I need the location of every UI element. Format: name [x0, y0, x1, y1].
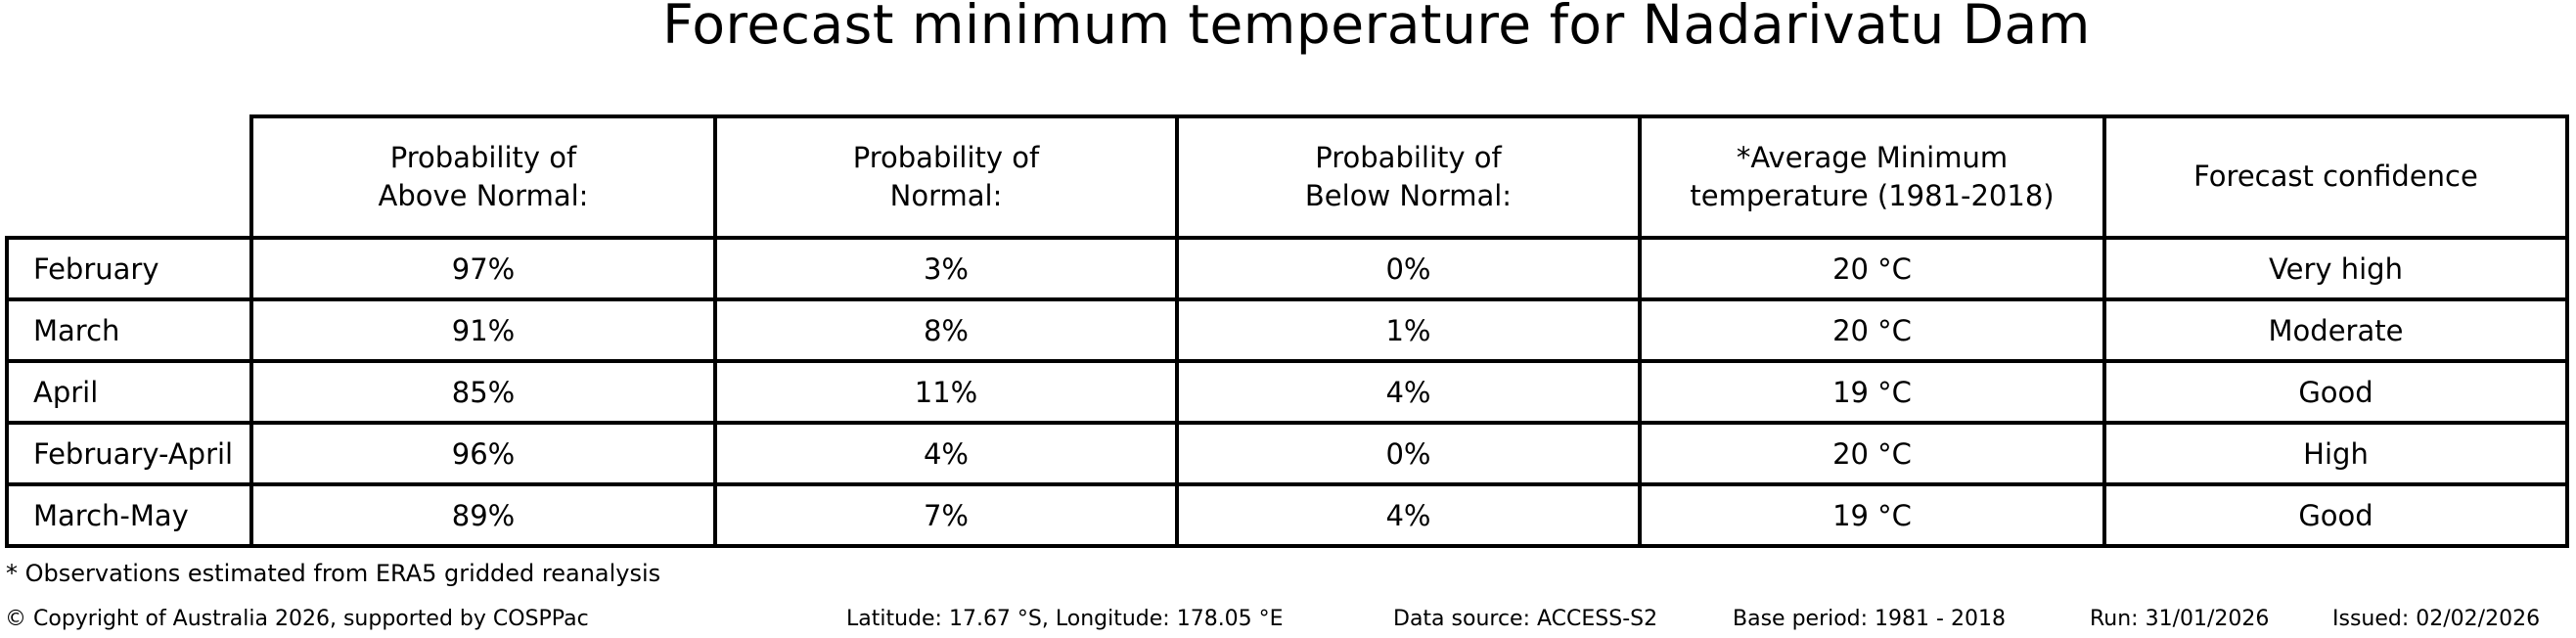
cell-avg-min-temp: 19 °C — [1638, 482, 2106, 548]
header-prob-normal: Probability of Normal: — [713, 114, 1179, 240]
figure-title: Forecast minimum temperature for Nadariv… — [662, 0, 2091, 56]
issued-date-text: Issued: 02/02/2026 — [2332, 607, 2541, 631]
cell-prob-normal: 7% — [713, 482, 1179, 548]
cell-prob-below: 0% — [1175, 236, 1642, 301]
table-row-march-may: March-May 89% 7% 4% 19 °C Good — [5, 482, 2569, 548]
cell-avg-min-temp: 20 °C — [1638, 236, 2106, 301]
cell-prob-above: 96% — [249, 421, 717, 486]
table-row-march: March 91% 8% 1% 20 °C Moderate — [5, 297, 2569, 363]
row-label: February-April — [5, 421, 253, 486]
forecast-table: Probability of Above Normal: Probability… — [5, 114, 2569, 548]
header-prob-above: Probability of Above Normal: — [249, 114, 717, 240]
row-label: March-May — [5, 482, 253, 548]
base-period-text: Base period: 1981 - 2018 — [1733, 607, 2006, 631]
cell-prob-below: 4% — [1175, 359, 1642, 425]
cell-prob-below: 4% — [1175, 482, 1642, 548]
data-source-text: Data source: ACCESS-S2 — [1393, 607, 1658, 631]
cell-confidence: High — [2102, 421, 2569, 486]
run-date-text: Run: 31/01/2026 — [2090, 607, 2270, 631]
cell-confidence: Very high — [2102, 236, 2569, 301]
row-label: April — [5, 359, 253, 425]
cell-prob-above: 97% — [249, 236, 717, 301]
header-blank-cell — [7, 116, 251, 238]
cell-prob-above: 89% — [249, 482, 717, 548]
cell-confidence: Good — [2102, 482, 2569, 548]
row-label: March — [5, 297, 253, 363]
cell-prob-below: 1% — [1175, 297, 1642, 363]
cell-prob-normal: 4% — [713, 421, 1179, 486]
table-body: February 97% 3% 0% 20 °C Very high March… — [5, 236, 2569, 548]
cell-prob-below: 0% — [1175, 421, 1642, 486]
table-header: Probability of Above Normal: Probability… — [7, 114, 2569, 240]
header-avg-min-temp: *Average Minimum temperature (1981-2018) — [1638, 114, 2106, 240]
copyright-text: © Copyright of Australia 2026, supported… — [5, 607, 589, 631]
cell-confidence: Good — [2102, 359, 2569, 425]
header-row: Probability of Above Normal: Probability… — [7, 114, 2569, 240]
row-label: February — [5, 236, 253, 301]
observations-footnote: * Observations estimated from ERA5 gridd… — [6, 560, 661, 587]
cell-avg-min-temp: 19 °C — [1638, 359, 2106, 425]
table-row-april: April 85% 11% 4% 19 °C Good — [5, 359, 2569, 425]
cell-avg-min-temp: 20 °C — [1638, 421, 2106, 486]
cell-avg-min-temp: 20 °C — [1638, 297, 2106, 363]
cell-prob-normal: 8% — [713, 297, 1179, 363]
cell-prob-above: 91% — [249, 297, 717, 363]
cell-prob-normal: 3% — [713, 236, 1179, 301]
header-prob-below: Probability of Below Normal: — [1175, 114, 1642, 240]
table-row-february-april: February-April 96% 4% 0% 20 °C High — [5, 421, 2569, 486]
cell-prob-above: 85% — [249, 359, 717, 425]
cell-prob-normal: 11% — [713, 359, 1179, 425]
coordinates-text: Latitude: 17.67 °S, Longitude: 178.05 °E — [846, 607, 1284, 631]
header-forecast-confidence: Forecast confidence — [2102, 114, 2569, 240]
table-row-february: February 97% 3% 0% 20 °C Very high — [5, 236, 2569, 301]
cell-confidence: Moderate — [2102, 297, 2569, 363]
